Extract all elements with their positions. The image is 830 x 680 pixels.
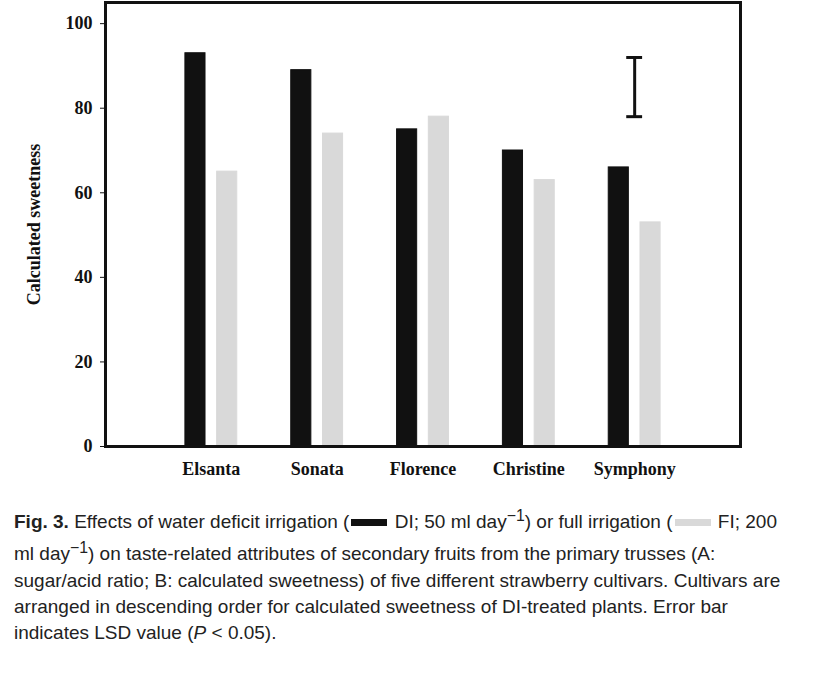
svg-text:0: 0: [84, 436, 93, 456]
svg-text:Sonata: Sonata: [291, 459, 344, 479]
svg-text:Florence: Florence: [390, 459, 457, 479]
svg-text:40: 40: [75, 267, 93, 287]
svg-text:60: 60: [75, 183, 93, 203]
svg-text:Christine: Christine: [493, 459, 565, 479]
svg-text:Symphony: Symphony: [594, 459, 676, 479]
html-text:Fig. 3. Effects of water defic: Fig. 3. Effects of water deficit irrigat…: [14, 511, 350, 533]
svg-text:100: 100: [66, 13, 93, 33]
svg-text:20: 20: [75, 352, 93, 372]
svg-text:80: 80: [75, 98, 93, 118]
svg-text:Calculated sweetness: Calculated sweetness: [24, 144, 44, 305]
html-text:FI; 200 ml day−1) on taste-rel: FI; 200 ml day−1) on taste-related attri…: [14, 511, 781, 643]
svg-text:Elsanta: Elsanta: [182, 459, 240, 479]
html-text:DI; 50 ml day−1) or full irrig: DI; 50 ml day−1) or full irrigation (: [389, 507, 673, 533]
